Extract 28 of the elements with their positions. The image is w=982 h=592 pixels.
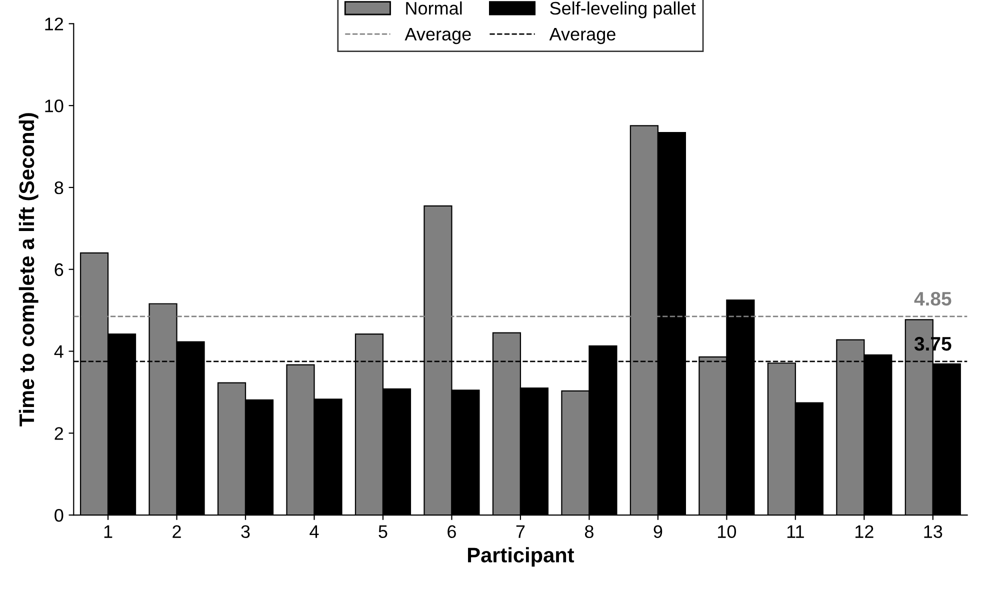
x-tick-label: 5	[378, 525, 388, 538]
x-axis-title: Participant	[468, 547, 574, 567]
x-tick-label: 3	[241, 525, 250, 538]
legend-label: Self-leveling pallet	[550, 1, 696, 18]
y-tick-label: 0	[54, 508, 64, 522]
y-tick-label: 2	[54, 427, 64, 440]
x-tick-label: 7	[516, 525, 525, 538]
y-tick-label: 6	[54, 263, 64, 276]
y-tick-label: 12	[45, 18, 64, 30]
legend-label: Normal	[406, 1, 462, 15]
y-axis-title: Time to complete a lift (Second)	[18, 113, 38, 426]
x-tick-label: 11	[787, 525, 804, 538]
x-tick-label: 1	[104, 525, 112, 538]
legend-label: Average	[549, 28, 616, 44]
x-tick-label: 4	[310, 525, 319, 538]
x-tick-label: 8	[584, 525, 594, 538]
x-tick-label: 13	[924, 525, 942, 538]
x-tick-label: 10	[718, 525, 736, 538]
x-tick-label: 2	[172, 525, 181, 538]
y-tick-label: 4	[54, 345, 64, 358]
annotation: 4.85	[914, 292, 952, 306]
x-tick-label: 12	[855, 525, 874, 538]
x-tick-label: 9	[654, 525, 662, 538]
y-tick-label: 10	[45, 100, 64, 112]
y-tick-label: 8	[54, 181, 64, 194]
x-tick-label: 6	[448, 525, 456, 538]
legend-label: Average	[404, 28, 471, 44]
annotation: 3.75	[914, 336, 952, 351]
